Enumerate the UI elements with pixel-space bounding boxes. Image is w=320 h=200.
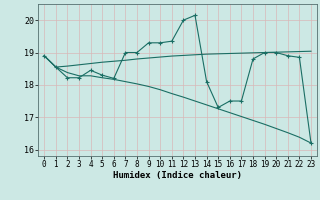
X-axis label: Humidex (Indice chaleur): Humidex (Indice chaleur) bbox=[113, 171, 242, 180]
